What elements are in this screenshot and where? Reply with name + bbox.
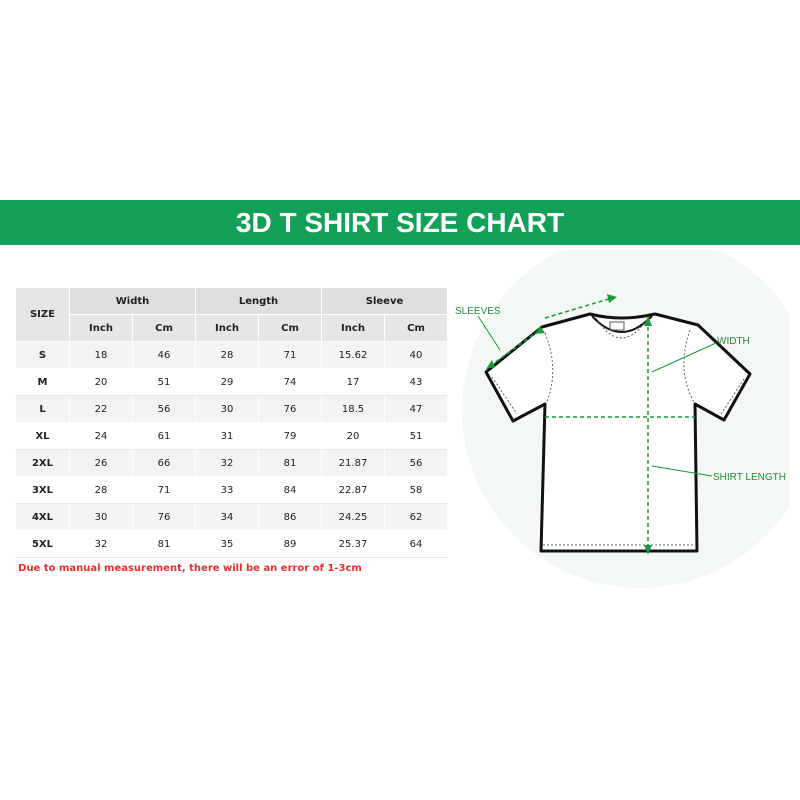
size-cell: XL [15, 422, 70, 450]
value-cell: 21.87 [321, 449, 385, 477]
size-table: SIZE Width Length Sleeve Inch Cm Inch Cm Inc… [15, 287, 448, 558]
size-cell: 2XL [15, 449, 70, 477]
unit-header: Cm [384, 314, 448, 342]
size-row: L 22 56 30 76 18.5 47 [15, 395, 448, 423]
value-cell: 56 [132, 395, 196, 423]
value-cell: 15.62 [321, 341, 385, 369]
value-cell: 46 [132, 341, 196, 369]
note: Due to manual measurement, there will be… [18, 563, 362, 574]
value-cell: 51 [384, 422, 448, 450]
value-cell: 32 [69, 530, 133, 558]
value-cell: 31 [195, 422, 259, 450]
size-row: XL 24 61 31 79 20 51 [15, 422, 448, 450]
value-cell: 66 [132, 449, 196, 477]
value-cell: 71 [258, 341, 322, 369]
value-cell: 30 [69, 503, 133, 531]
value-cell: 62 [384, 503, 448, 531]
size-cell: 3XL [15, 476, 70, 504]
value-cell: 34 [195, 503, 259, 531]
label-sleeves: SLEEVES [455, 306, 501, 317]
value-cell: 71 [132, 476, 196, 504]
size-row: S 18 46 28 71 15.62 40 [15, 341, 448, 369]
size-row: 2XL 26 66 32 81 21.87 56 [15, 449, 448, 477]
banner-title: 3D T SHIRT SIZE CHART [0, 200, 800, 245]
size-row: 4XL 30 76 34 86 24.25 62 [15, 503, 448, 531]
value-cell: 84 [258, 476, 322, 504]
size-row: 3XL 28 71 33 84 22.87 58 [15, 476, 448, 504]
value-cell: 58 [384, 476, 448, 504]
group-header: Length [195, 287, 322, 315]
label-width: WIDTH [717, 336, 750, 347]
unit-header: Inch [321, 314, 385, 342]
value-cell: 47 [384, 395, 448, 423]
value-cell: 64 [384, 530, 448, 558]
value-cell: 24.25 [321, 503, 385, 531]
value-cell: 74 [258, 368, 322, 396]
value-cell: 61 [132, 422, 196, 450]
value-cell: 29 [195, 368, 259, 396]
size-cell: M [15, 368, 70, 396]
measure-lines [489, 297, 695, 550]
value-cell: 18.5 [321, 395, 385, 423]
shirt-diagram: SLEEVES WIDTH SHIRT LENGTH [455, 250, 790, 588]
unit-header: Inch [69, 314, 133, 342]
unit-header: Cm [258, 314, 322, 342]
value-cell: 89 [258, 530, 322, 558]
label-length: SHIRT LENGTH [713, 472, 786, 483]
value-cell: 22.87 [321, 476, 385, 504]
value-cell: 43 [384, 368, 448, 396]
value-cell: 26 [69, 449, 133, 477]
value-cell: 28 [69, 476, 133, 504]
size-header: SIZE [15, 287, 70, 342]
value-cell: 18 [69, 341, 133, 369]
value-cell: 51 [132, 368, 196, 396]
size-row: 5XL 32 81 35 89 25.37 64 [15, 530, 448, 558]
unit-header: Inch [195, 314, 259, 342]
tag [609, 321, 625, 331]
value-cell: 76 [132, 503, 196, 531]
value-cell: 24 [69, 422, 133, 450]
value-cell: 40 [384, 341, 448, 369]
unit-header: Cm [132, 314, 196, 342]
label-leaders [477, 315, 717, 477]
value-cell: 20 [69, 368, 133, 396]
arrowheads [486, 294, 652, 555]
group-header: Width [69, 287, 196, 315]
value-cell: 20 [321, 422, 385, 450]
value-cell: 56 [384, 449, 448, 477]
value-cell: 32 [195, 449, 259, 477]
value-cell: 22 [69, 395, 133, 423]
value-cell: 28 [195, 341, 259, 369]
size-cell: L [15, 395, 70, 423]
value-cell: 86 [258, 503, 322, 531]
value-cell: 17 [321, 368, 385, 396]
group-header: Sleeve [321, 287, 448, 315]
value-cell: 79 [258, 422, 322, 450]
size-cell: 5XL [15, 530, 70, 558]
value-cell: 33 [195, 476, 259, 504]
value-cell: 35 [195, 530, 259, 558]
size-row: M 20 51 29 74 17 43 [15, 368, 448, 396]
value-cell: 76 [258, 395, 322, 423]
size-cell: 4XL [15, 503, 70, 531]
shirt-outline [484, 312, 752, 553]
size-cell: S [15, 341, 70, 369]
value-cell: 30 [195, 395, 259, 423]
value-cell: 81 [258, 449, 322, 477]
collar-stitch [595, 317, 649, 339]
seams [491, 329, 745, 546]
value-cell: 25.37 [321, 530, 385, 558]
value-cell: 81 [132, 530, 196, 558]
